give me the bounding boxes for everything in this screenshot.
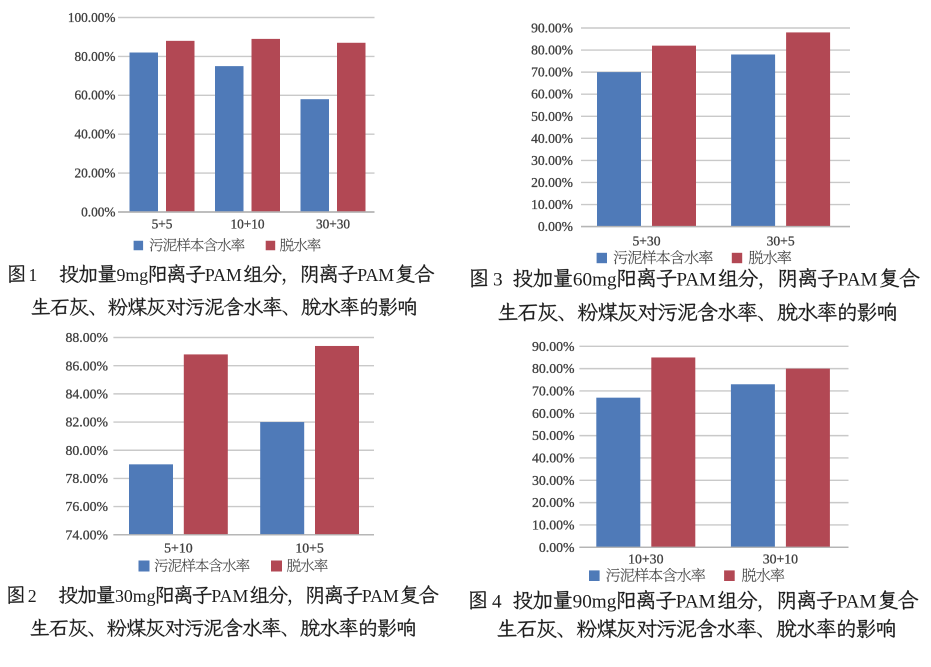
svg-text:74.00%: 74.00%: [65, 527, 108, 542]
svg-text:90.00%: 90.00%: [532, 339, 575, 354]
svg-text:90mg: 90mg: [573, 592, 617, 613]
svg-text:10+30: 10+30: [628, 552, 663, 567]
svg-text:40.00%: 40.00%: [531, 131, 573, 146]
svg-text:PAM: PAM: [676, 592, 716, 613]
svg-text:50.00%: 50.00%: [532, 428, 575, 443]
svg-text:100.00%: 100.00%: [68, 10, 116, 25]
svg-text:60.00%: 60.00%: [75, 88, 116, 103]
svg-text:82.00%: 82.00%: [65, 415, 108, 430]
svg-text:80.00%: 80.00%: [75, 49, 116, 64]
svg-text:40.00%: 40.00%: [532, 451, 575, 466]
svg-text:30+30: 30+30: [316, 216, 350, 231]
svg-text:90.00%: 90.00%: [531, 21, 573, 36]
svg-text:10+10: 10+10: [230, 216, 264, 231]
svg-text:0.00%: 0.00%: [81, 204, 115, 219]
svg-text:60.00%: 60.00%: [531, 87, 573, 102]
svg-text:1: 1: [28, 265, 37, 285]
svg-text:80.00%: 80.00%: [65, 443, 108, 458]
svg-text:50.00%: 50.00%: [531, 109, 573, 124]
svg-text:5+30: 5+30: [632, 234, 660, 249]
svg-text:PAM: PAM: [357, 265, 394, 285]
svg-text:PAM: PAM: [838, 270, 878, 291]
svg-text:86.00%: 86.00%: [65, 358, 108, 373]
svg-text:3: 3: [493, 270, 503, 291]
svg-text:70.00%: 70.00%: [531, 65, 573, 80]
svg-text:PAM: PAM: [362, 586, 399, 606]
svg-text:80.00%: 80.00%: [532, 361, 575, 376]
svg-text:30mg: 30mg: [115, 586, 156, 606]
svg-text:10+5: 10+5: [295, 541, 324, 556]
svg-text:30+5: 30+5: [767, 234, 795, 249]
svg-text:9mg: 9mg: [117, 265, 149, 285]
svg-text:84.00%: 84.00%: [65, 386, 108, 401]
svg-text:78.00%: 78.00%: [65, 471, 108, 486]
svg-text:0.00%: 0.00%: [538, 219, 573, 234]
svg-text:20.00%: 20.00%: [532, 495, 575, 510]
svg-text:80.00%: 80.00%: [531, 43, 573, 58]
svg-text:4: 4: [492, 592, 502, 613]
svg-text:30.00%: 30.00%: [531, 153, 573, 168]
svg-text:88.00%: 88.00%: [65, 330, 108, 345]
svg-text:5+10: 5+10: [164, 541, 193, 556]
svg-text:76.00%: 76.00%: [65, 499, 108, 514]
svg-text:60mg: 60mg: [573, 270, 617, 291]
svg-text:60.00%: 60.00%: [532, 406, 575, 421]
svg-text:30+10: 30+10: [763, 552, 798, 567]
svg-text:70.00%: 70.00%: [532, 384, 575, 399]
svg-text:10.00%: 10.00%: [531, 197, 573, 212]
svg-text:40.00%: 40.00%: [75, 127, 116, 142]
svg-text:10.00%: 10.00%: [532, 518, 575, 533]
svg-text:20.00%: 20.00%: [75, 166, 116, 181]
svg-text:30.00%: 30.00%: [532, 473, 575, 488]
svg-text:PAM: PAM: [205, 265, 242, 285]
svg-text:PAM: PAM: [676, 270, 716, 291]
svg-text:PAM: PAM: [211, 586, 248, 606]
svg-text:20.00%: 20.00%: [531, 175, 573, 190]
svg-text:PAM: PAM: [837, 592, 877, 613]
svg-text:5+5: 5+5: [152, 216, 173, 231]
svg-text:2: 2: [28, 586, 37, 606]
svg-text:0.00%: 0.00%: [539, 540, 575, 555]
